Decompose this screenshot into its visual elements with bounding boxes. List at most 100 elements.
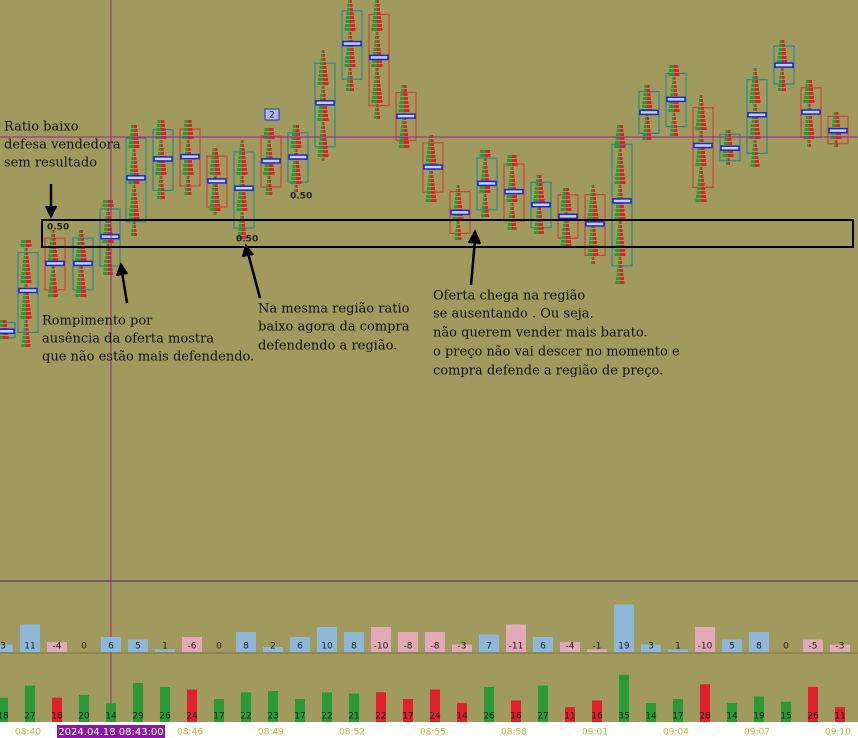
footprint-cell bbox=[509, 215, 512, 218]
footprint-cell bbox=[458, 185, 460, 188]
footprint-cell bbox=[620, 213, 625, 216]
footprint-cell bbox=[697, 115, 701, 118]
footprint-cell bbox=[805, 124, 809, 127]
poc bbox=[450, 209, 470, 216]
footprint-cell bbox=[81, 290, 86, 293]
footprint-cell bbox=[778, 48, 782, 51]
footprint-cell bbox=[26, 336, 30, 339]
footprint-cell bbox=[428, 179, 431, 182]
footprint-cell bbox=[293, 161, 296, 164]
volume-label: 24 bbox=[429, 712, 441, 722]
footprint-cell bbox=[593, 253, 599, 256]
footprint-cell bbox=[832, 124, 836, 127]
delta-label: 6 bbox=[297, 642, 303, 652]
delta-label: -6 bbox=[188, 642, 197, 652]
footprint-cell bbox=[512, 179, 515, 182]
footprint-cell bbox=[728, 154, 734, 157]
volume-label: 14 bbox=[726, 712, 738, 722]
delta-label: 3 bbox=[648, 642, 654, 652]
footprint-cell bbox=[563, 188, 566, 191]
footprint-cell bbox=[23, 292, 26, 295]
delta-bar bbox=[236, 632, 256, 652]
footprint-cell bbox=[242, 160, 246, 163]
footprint-cell bbox=[350, 76, 353, 79]
footprint-cell bbox=[427, 147, 431, 150]
volume-label: 15 bbox=[780, 712, 791, 722]
footprint-cell bbox=[614, 253, 620, 256]
footprint-cell bbox=[512, 199, 518, 202]
footprint-cell bbox=[78, 274, 81, 277]
footprint-cell bbox=[404, 109, 410, 112]
footprint-cell bbox=[616, 169, 620, 172]
footprint-cell bbox=[566, 192, 570, 195]
footprint-cell bbox=[751, 120, 755, 123]
footprint-cell bbox=[777, 60, 782, 63]
footprint-cell bbox=[238, 228, 242, 231]
footprint-cell bbox=[263, 172, 269, 175]
footprint-cell bbox=[620, 189, 622, 192]
footprint-cell bbox=[674, 121, 677, 124]
footprint-cell bbox=[751, 160, 755, 163]
footprint-cell bbox=[213, 176, 215, 179]
footprint-cell bbox=[481, 178, 485, 181]
footprint-cell bbox=[51, 270, 53, 273]
footprint-cell bbox=[566, 220, 569, 223]
footprint-cell bbox=[108, 228, 112, 231]
footprint-cell bbox=[615, 209, 620, 212]
footprint-cell bbox=[161, 128, 166, 131]
volume-bar bbox=[781, 701, 791, 722]
footprint-cell bbox=[26, 328, 29, 331]
footprint-cell bbox=[159, 180, 161, 183]
delta-label: 3 bbox=[0, 642, 6, 652]
footprint-cell bbox=[699, 131, 701, 134]
footprint-cell bbox=[620, 257, 622, 260]
footprint-cell bbox=[318, 78, 323, 81]
footprint-cell bbox=[159, 176, 161, 179]
footprint-cell bbox=[26, 340, 30, 343]
footprint-cell bbox=[264, 168, 269, 171]
footprint-cell bbox=[647, 97, 651, 100]
footprint-cell bbox=[267, 144, 269, 147]
footprint-cell bbox=[695, 163, 701, 166]
footprint-cell bbox=[620, 253, 626, 256]
footprint-cell bbox=[48, 294, 53, 297]
footprint-cell bbox=[0, 324, 3, 327]
footprint-cell bbox=[134, 193, 137, 196]
delta-label: -3 bbox=[836, 642, 845, 652]
footprint-cell bbox=[134, 205, 138, 208]
footprint-cell bbox=[834, 144, 836, 147]
footprint-cell bbox=[134, 197, 137, 200]
volume-bar bbox=[160, 686, 170, 722]
footprint-cell bbox=[269, 184, 272, 187]
footprint-cell bbox=[512, 171, 514, 174]
footprint-cell bbox=[269, 156, 273, 159]
footprint-cell bbox=[269, 164, 274, 167]
footprint-cell bbox=[535, 223, 539, 226]
footprint-cell bbox=[589, 241, 593, 244]
footprint-cell bbox=[456, 189, 458, 192]
footprint-cell bbox=[647, 133, 651, 136]
footprint-cell bbox=[323, 74, 328, 77]
footprint-cell bbox=[805, 88, 809, 91]
footprint-cell bbox=[26, 264, 30, 267]
footprint-cell bbox=[320, 58, 323, 61]
footprint-cell bbox=[319, 142, 323, 145]
footprint-cell bbox=[323, 118, 329, 121]
footprint-cell bbox=[426, 159, 431, 162]
ratio-label: 0.50 bbox=[236, 235, 258, 245]
poc bbox=[693, 142, 713, 149]
footprint-cell bbox=[593, 213, 598, 216]
footprint-cell bbox=[591, 257, 593, 260]
volume-bar bbox=[619, 674, 629, 722]
poc bbox=[477, 180, 497, 187]
footprint-cell bbox=[536, 175, 539, 178]
footprint-cell bbox=[670, 133, 674, 136]
footprint-cell bbox=[269, 128, 274, 131]
footprint-cell bbox=[290, 145, 296, 148]
footprint-cell bbox=[215, 200, 220, 203]
footprint-cell bbox=[404, 121, 407, 124]
footprint-cell bbox=[616, 273, 620, 276]
annotation: defendendo a região. bbox=[258, 339, 397, 354]
footprint-cell bbox=[482, 202, 485, 205]
footprint-cell bbox=[291, 137, 296, 140]
